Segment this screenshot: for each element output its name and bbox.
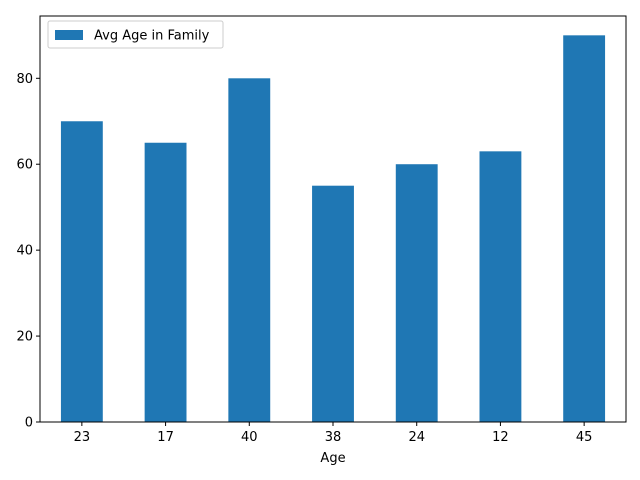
legend-label: Avg Age in Family: [94, 29, 210, 44]
x-tick-label: 12: [492, 430, 509, 445]
x-axis-ticks: 23 17 40 38 24 12 45: [74, 422, 593, 445]
x-tick-label: 24: [408, 430, 425, 445]
bar-38: [312, 185, 354, 422]
x-axis-label: Age: [320, 451, 345, 466]
x-tick-label: 23: [74, 430, 91, 445]
legend-swatch: [55, 30, 83, 40]
bar-24: [395, 164, 438, 422]
legend-box: [47, 20, 224, 49]
bar-45: [563, 35, 606, 422]
plot-frame: [39, 15, 627, 423]
bar-40: [228, 78, 271, 423]
y-tick-label: 60: [16, 158, 33, 173]
y-axis-ticks: 0 20 40 60 80: [16, 72, 40, 431]
y-tick-label: 80: [16, 72, 33, 87]
y-tick-label: 0: [25, 416, 33, 431]
x-tick-label: 38: [325, 430, 342, 445]
bar-12: [479, 151, 522, 422]
bar-17: [144, 142, 187, 423]
bar-23: [60, 121, 103, 422]
x-tick-label: 17: [157, 430, 174, 445]
y-tick-label: 20: [16, 330, 33, 345]
y-tick-label: 40: [16, 244, 33, 259]
legend: Avg Age in Family: [47, 20, 224, 49]
bars: [60, 35, 606, 423]
x-tick-label: 45: [576, 430, 593, 445]
x-tick-label: 40: [241, 430, 258, 445]
